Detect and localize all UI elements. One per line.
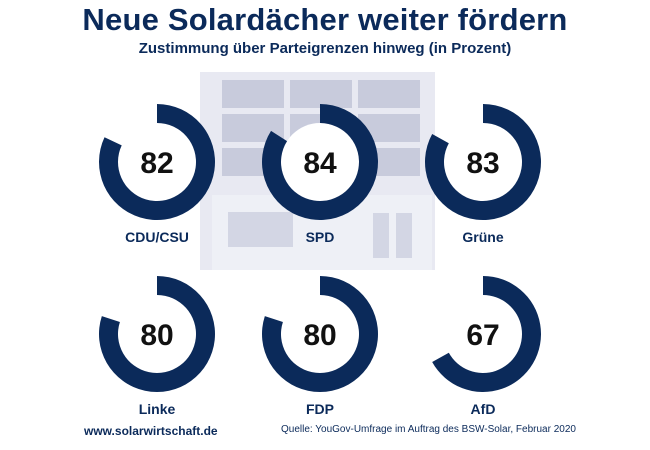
donut-arc-spd (262, 104, 379, 220)
donut-center-cdu-csu (118, 123, 196, 201)
donut-center-gr-ne (444, 123, 522, 201)
house-door-right (396, 213, 412, 258)
website-link[interactable]: www.solarwirtschaft.de (84, 424, 218, 438)
value-label-cdu-csu: 82 (140, 147, 173, 180)
party-label-gr-ne: Grüne (462, 229, 503, 245)
donut-arc-fdp (262, 276, 378, 393)
donut-arc-cdu-csu (98, 104, 215, 220)
donut-arc-afd (432, 276, 541, 392)
value-label-spd: 84 (303, 147, 337, 180)
chart-title: Neue Solardächer weiter fördern (82, 2, 568, 37)
party-label-cdu-csu: CDU/CSU (125, 229, 189, 245)
value-label-linke: 80 (140, 319, 173, 352)
house-door-left (373, 213, 389, 258)
party-label-spd: SPD (306, 229, 335, 245)
party-label-linke: Linke (139, 401, 176, 417)
value-label-gr-ne: 83 (466, 147, 499, 180)
donut-arc-gr-ne (425, 104, 541, 220)
donut-center-afd (444, 295, 522, 373)
donut-center-fdp (281, 295, 359, 373)
donut-center-spd (281, 123, 359, 201)
donut-arc-linke (99, 276, 216, 392)
party-label-fdp: FDP (306, 401, 334, 417)
house-window (228, 212, 293, 247)
chart-subtitle: Zustimmung über Parteigrenzen hinweg (in… (138, 40, 512, 57)
source-note: Quelle: YouGov-Umfrage im Auftrag des BS… (281, 424, 576, 435)
value-label-fdp: 80 (303, 319, 336, 352)
party-label-afd: AfD (471, 401, 496, 417)
value-label-afd: 67 (466, 319, 499, 352)
donut-center-linke (118, 295, 196, 373)
